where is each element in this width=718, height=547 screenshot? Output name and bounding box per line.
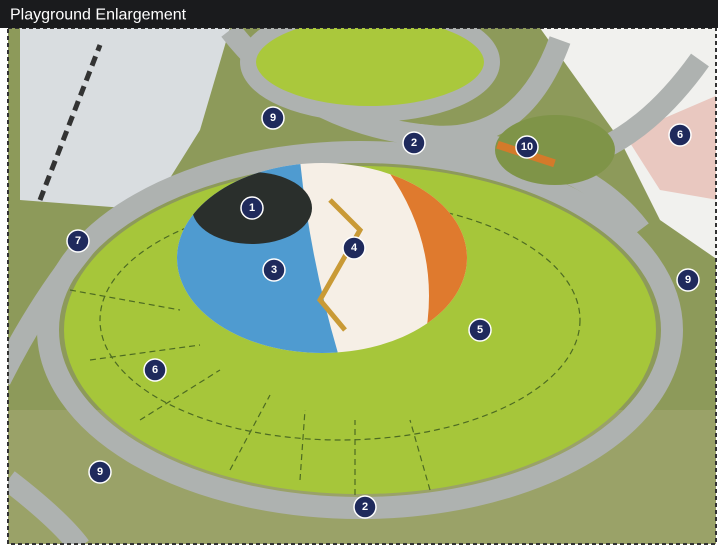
marker: 3	[263, 259, 285, 281]
marker: 9	[262, 107, 284, 129]
marker: 6	[144, 359, 166, 381]
marker-label: 6	[677, 129, 683, 141]
marker: 10	[516, 136, 538, 158]
marker-label: 4	[351, 242, 358, 254]
marker-label: 6	[152, 364, 158, 376]
marker-label: 3	[271, 264, 277, 276]
playground-plan: Playground Enlargement 1 2 2 3 4 5 6 6 7 9 9 9 10	[0, 0, 718, 547]
marker: 1	[241, 197, 263, 219]
marker-label: 1	[249, 202, 255, 214]
marker: 4	[343, 237, 365, 259]
marker-label: 2	[411, 137, 417, 149]
marker: 2	[403, 132, 425, 154]
header-title: Playground Enlargement	[10, 7, 187, 24]
marker: 6	[669, 124, 691, 146]
marker-label: 9	[97, 466, 103, 478]
marker: 7	[67, 230, 89, 252]
marker-label: 9	[685, 274, 691, 286]
marker-label: 7	[75, 235, 81, 247]
marker-label: 10	[521, 141, 533, 153]
marker: 2	[354, 496, 376, 518]
marker-label: 5	[477, 324, 483, 336]
marker: 5	[469, 319, 491, 341]
marker-label: 2	[362, 501, 368, 513]
marker: 9	[677, 269, 699, 291]
marker: 9	[89, 461, 111, 483]
marker-label: 9	[270, 112, 276, 124]
